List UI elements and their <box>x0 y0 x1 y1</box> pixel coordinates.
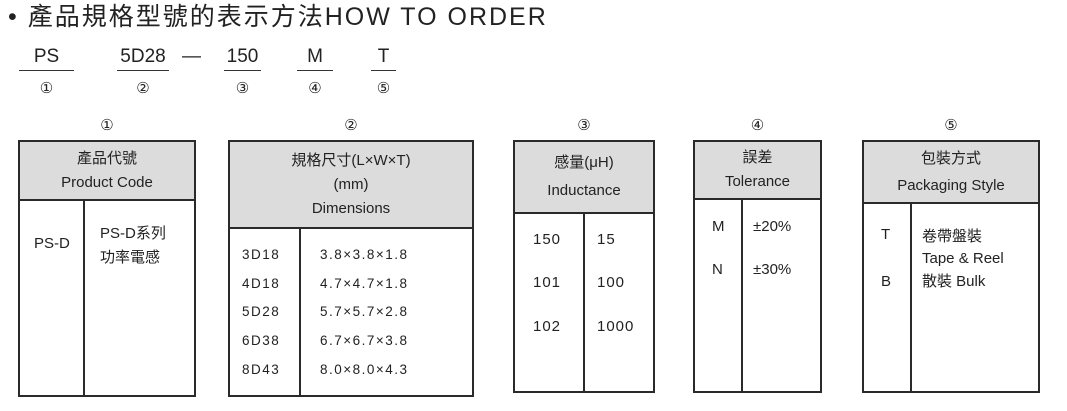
header-unit: (mm) <box>333 175 369 193</box>
table-cell-value: 4.7×4.7×1.8 <box>320 276 409 291</box>
table-number: ② <box>344 116 358 134</box>
table-cell-key: 5D28 <box>242 304 281 319</box>
order-code-part: PS <box>19 46 74 71</box>
page-title: • 產品規格型號的表示方法HOW TO ORDER <box>8 3 548 31</box>
table-cell-value: 1000 <box>597 318 635 335</box>
table-number: ④ <box>750 116 765 134</box>
table-cell-key: PS-D <box>34 235 70 252</box>
table-cell-value: Tape & Reel <box>922 250 1004 267</box>
table-cell-value: 6.7×6.7×3.8 <box>320 333 409 348</box>
header-zh: 包裝方式 <box>920 150 981 167</box>
header-en: Packaging Style <box>897 177 1005 194</box>
table-cell-value: 5.7×5.7×2.8 <box>320 304 409 319</box>
product-code-table: 產品代號 Product Code PS-D PS-D系列 功率電感 <box>18 140 196 397</box>
table-cell-key: M <box>712 218 725 235</box>
table-header: 產品代號 Product Code <box>20 142 194 201</box>
table-cell-value: ±30% <box>753 261 792 278</box>
header-zh: 產品代號 <box>76 149 137 167</box>
order-code-part: T <box>371 46 396 71</box>
order-code-number: ④ <box>308 79 322 97</box>
table-cell-key: T <box>881 226 891 243</box>
header-zh: 感量(μH) <box>554 154 614 171</box>
header-en: Inductance <box>547 182 621 199</box>
order-code-number: ⑤ <box>376 79 391 97</box>
table-cell-key: 6D38 <box>242 333 281 348</box>
dimensions-table: 規格尺寸(L×W×T) (mm) Dimensions 3D18 3.8×3.8… <box>228 140 474 397</box>
table-cell-key: N <box>712 261 723 278</box>
order-code-number: ② <box>136 79 150 97</box>
table-cell-key: 8D43 <box>242 362 281 377</box>
table-cell-key: 4D18 <box>242 276 281 291</box>
table-cell-value: 3.8×3.8×1.8 <box>320 247 409 262</box>
table-cell-value: 8.0×8.0×4.3 <box>320 362 409 377</box>
header-zh: 規格尺寸(L×W×T) <box>291 151 411 169</box>
table-cell-key: B <box>881 273 892 290</box>
table-cell-value: 卷帶盤裝 <box>922 228 983 245</box>
header-en: Dimensions <box>311 199 391 217</box>
header-en: Product Code <box>61 173 153 191</box>
table-number: ① <box>100 116 114 134</box>
order-code-part: M <box>297 46 333 71</box>
table-cell-value: ±20% <box>753 218 792 235</box>
order-code-number: ① <box>39 79 54 97</box>
packaging-table: 包裝方式 Packaging Style T 卷帶盤裝 Tape & Reel … <box>862 140 1040 393</box>
table-cell-value: 100 <box>597 274 626 291</box>
table-header: 規格尺寸(L×W×T) (mm) Dimensions <box>230 142 472 229</box>
table-cell-key: 150 <box>533 231 562 248</box>
table-number: ③ <box>577 116 591 134</box>
order-code-number: ③ <box>235 79 250 97</box>
inductance-table: 感量(μH) Inductance 150 15 101 100 102 100… <box>513 140 655 393</box>
table-number: ⑤ <box>944 116 958 134</box>
table-cell-key: 101 <box>533 274 562 291</box>
table-cell-value: 功率電感 <box>100 249 161 266</box>
tolerance-table: 誤差 Tolerance M ±20% N ±30% <box>693 140 822 393</box>
table-cell-value: 15 <box>597 231 616 248</box>
table-header: 感量(μH) Inductance <box>515 142 653 214</box>
table-header: 包裝方式 Packaging Style <box>864 142 1038 204</box>
table-cell-key: 102 <box>533 318 562 335</box>
order-dash: — <box>182 46 201 67</box>
table-cell-key: 3D18 <box>242 247 281 262</box>
header-zh: 誤差 <box>742 149 773 166</box>
table-header: 誤差 Tolerance <box>695 142 820 200</box>
order-code-part: 5D28 <box>117 46 169 71</box>
table-cell-value: PS-D系列 <box>100 225 166 242</box>
table-cell-value: 散裝 Bulk <box>922 273 986 290</box>
order-code-part: 150 <box>224 46 261 71</box>
header-en: Tolerance <box>724 173 791 190</box>
